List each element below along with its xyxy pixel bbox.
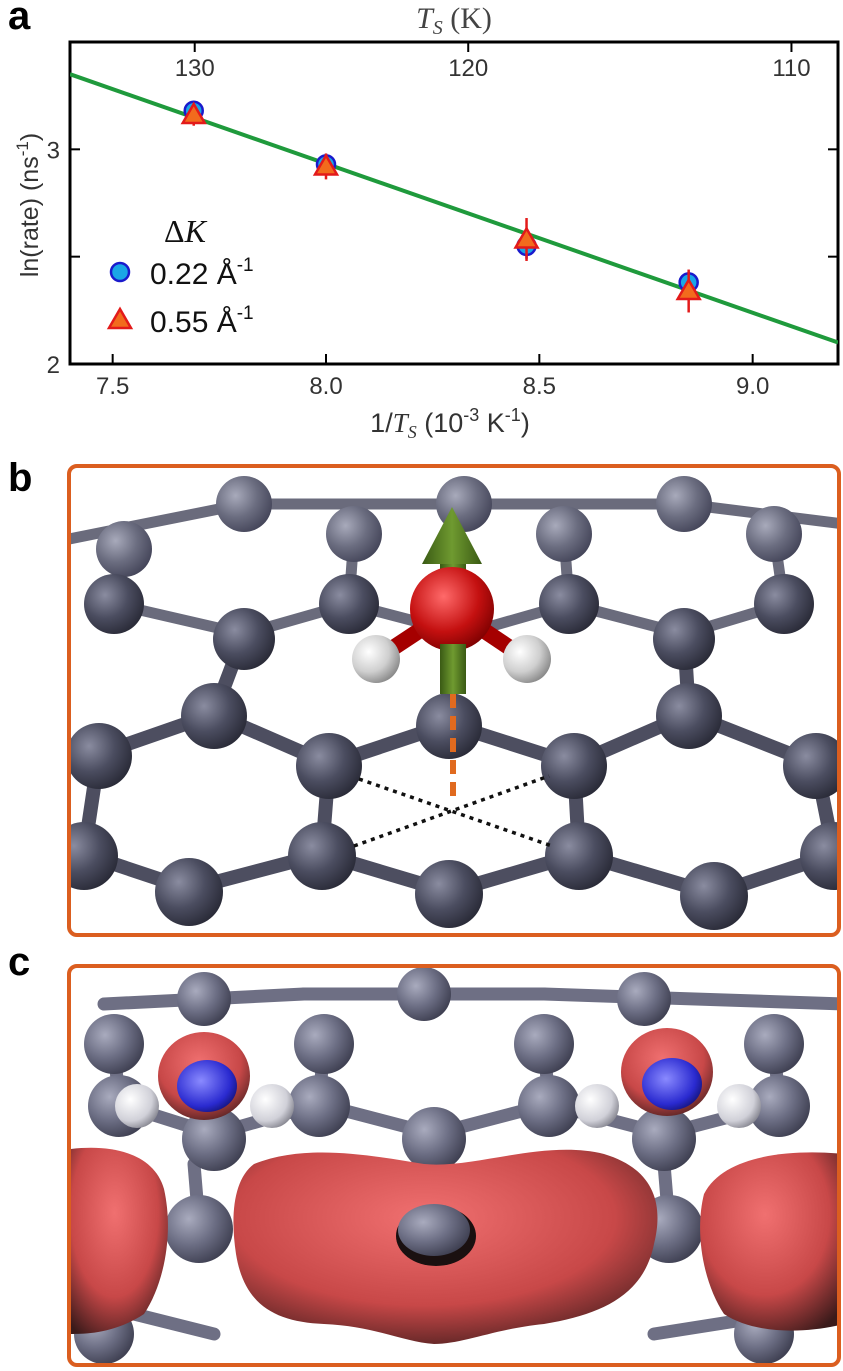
legend-title: ΔK — [164, 213, 208, 249]
plot-frame — [68, 40, 840, 366]
panel-letter-b: b — [8, 456, 33, 500]
legend-label-s1: 0.22 Å-1 — [150, 255, 254, 291]
panel-c-frame — [67, 964, 841, 1367]
top-tick-label: 130 — [175, 55, 215, 82]
top-tick-label: 110 — [772, 55, 810, 82]
panel-letter-c: c — [8, 940, 31, 984]
top-tick-label: 120 — [448, 55, 488, 82]
data-point-triangle — [675, 277, 702, 301]
top-axis-label: TS (K) — [416, 2, 492, 39]
legend-marker-circle — [109, 261, 131, 283]
legend-marker-triangle — [106, 306, 134, 330]
x-tick-label: 9.0 — [736, 373, 769, 400]
data-point-triangle — [180, 101, 207, 125]
x-axis-label: 1/TS (10-3 K-1) — [370, 405, 530, 442]
dipole-arrow-head — [422, 507, 482, 564]
water-molecule — [352, 507, 551, 694]
y-tick-label: 2 — [47, 352, 60, 379]
graphene-atoms-front — [71, 683, 837, 930]
charge-density-structure — [71, 968, 837, 1363]
data-point-triangle — [312, 153, 340, 176]
water-molecule-left — [115, 1032, 294, 1128]
isosurface-left — [71, 1147, 168, 1334]
y-axis-label: ln(rate) (ns-1) — [13, 133, 44, 277]
y-tick-label: 3 — [47, 137, 60, 164]
graphene-atoms-back — [96, 476, 802, 577]
legend-label-s2: 0.55 Å-1 — [150, 303, 254, 339]
legend: ΔK 0.22 Å-1 0.55 Å-1 — [106, 213, 254, 339]
hole-atom — [396, 1204, 476, 1266]
graphene-atoms-mid — [84, 574, 814, 670]
hydrogen-atom-left — [352, 635, 400, 683]
data-point-triangle — [513, 225, 540, 249]
isosurface-right — [700, 1152, 837, 1331]
x-tick-label: 8.5 — [523, 373, 556, 400]
hydrogen-atom-right — [503, 635, 551, 683]
water-graphene-structure — [71, 476, 837, 930]
x-tick-label: 7.5 — [96, 373, 129, 400]
oxygen-atom — [410, 567, 494, 651]
x-tick-label: 8.0 — [309, 373, 342, 400]
water-molecule-right — [575, 1028, 761, 1128]
arrhenius-chart: 7.5 8.0 8.5 9.0 2 3 130 120 110 TS (K) ln(rate) … — [13, 2, 840, 442]
panel-b-frame — [67, 464, 841, 937]
graphene-atoms-c — [74, 968, 810, 1363]
panel-letter-a: a — [8, 0, 31, 38]
hexagon-diagonals — [353, 774, 553, 848]
